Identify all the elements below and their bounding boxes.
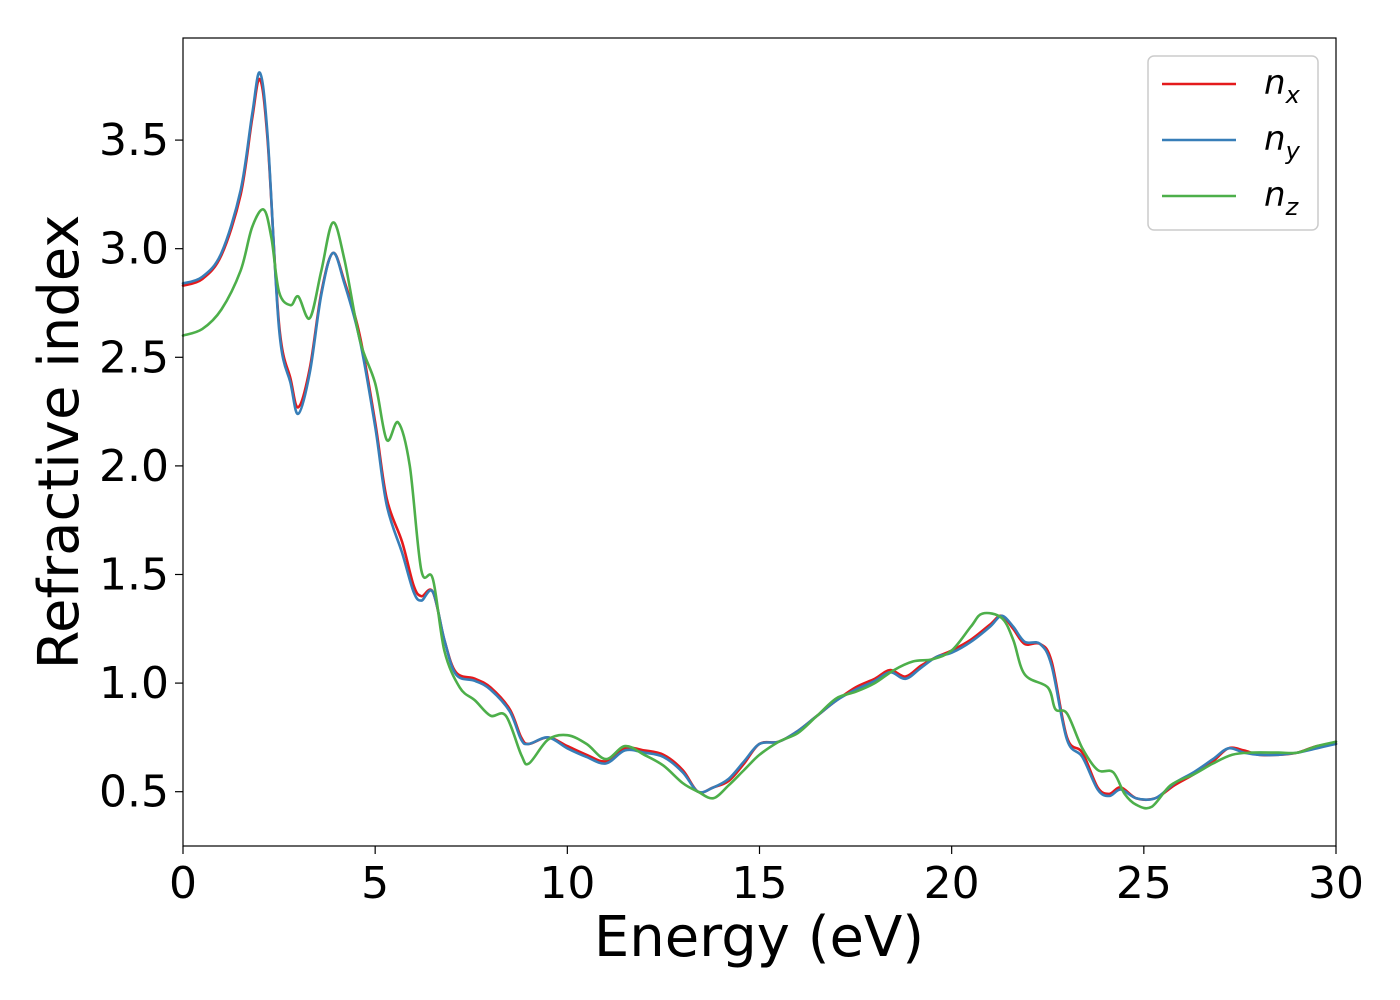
series-line-y (181, 71, 1338, 801)
y-axis-ticks: 0.5 1.0 1.5 2.0 2.5 3.0 3.5 (99, 115, 183, 818)
y-tick-label: 2.0 (99, 441, 169, 492)
y-tick-label: 1.5 (99, 549, 169, 600)
legend-box (1147, 55, 1319, 231)
legend-label-x: nx (1264, 63, 1301, 109)
x-tick-label: 15 (732, 858, 788, 909)
x-tick-label: 0 (169, 858, 197, 909)
y-tick-label: 0.5 (99, 767, 169, 818)
y-tick-label: 3.0 (99, 224, 169, 275)
x-axis-label: Energy (eV) (594, 905, 924, 970)
y-tick-label: 2.5 (99, 332, 169, 383)
legend-label-y: ny (1264, 119, 1301, 165)
x-tick-label: 30 (1308, 858, 1364, 909)
series-line-z (181, 208, 1338, 810)
legend-label-z: nz (1264, 175, 1300, 221)
x-tick-label: 20 (924, 858, 980, 909)
y-axis-label: Refractive index (27, 215, 92, 670)
y-tick-label: 1.0 (99, 658, 169, 709)
x-tick-label: 10 (539, 858, 595, 909)
x-axis-ticks: 0 5 10 15 20 25 30 (169, 846, 1364, 909)
x-tick-label: 25 (1116, 858, 1172, 909)
x-tick-label: 5 (361, 858, 389, 909)
series-layer (181, 71, 1338, 810)
y-tick-label: 3.5 (99, 115, 169, 166)
plot-area (183, 38, 1336, 846)
legend: nx ny nz (1147, 55, 1319, 231)
